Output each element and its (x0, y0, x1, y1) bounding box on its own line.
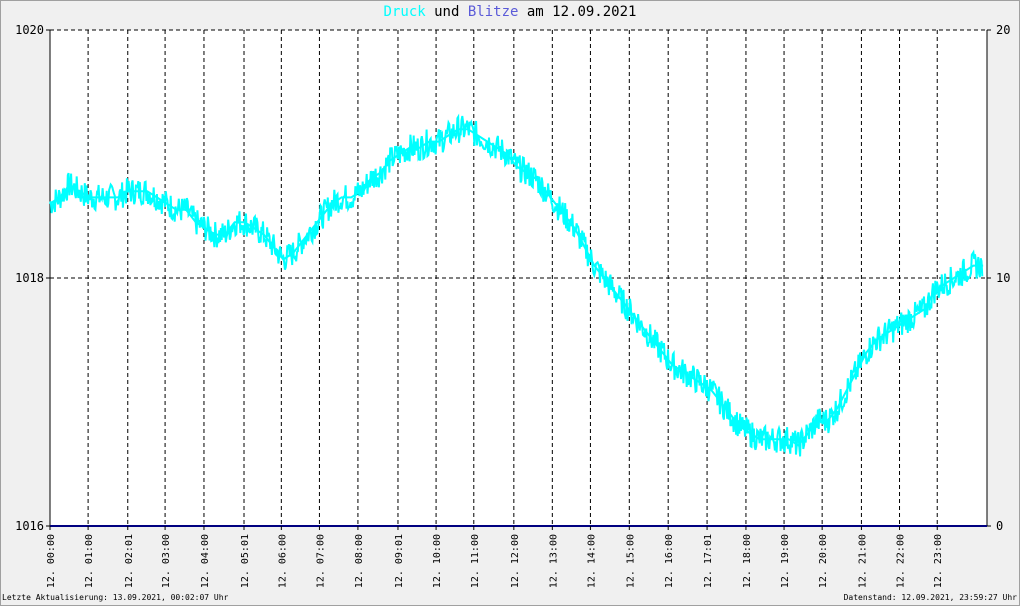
x-tick-label: 12. 10:00 (432, 534, 443, 588)
x-tick-label: 12. 22:00 (896, 534, 907, 588)
x-axis-ticks: 12. 00:00 12. 01:00 12. 02:01 12. 03:00 12. … (46, 526, 944, 588)
left-axis-ticks: 1016 1018 1020 (15, 23, 50, 533)
x-tick-label: 12. 00:00 (46, 534, 57, 588)
x-tick-label: 12. 17:01 (703, 534, 714, 588)
x-tick-label: 12. 02:01 (124, 534, 135, 588)
x-tick-label: 12. 19:00 (780, 534, 791, 588)
x-tick-label: 12. 20:00 (818, 534, 829, 588)
pressure-line-noise (49, 113, 984, 457)
x-tick-label: 12. 08:00 (354, 534, 365, 588)
x-tick-label: 12. 05:01 (240, 534, 251, 588)
right-tick-label: 20 (996, 23, 1010, 37)
last-update-text: Letzte Aktualisierung: 13.09.2021, 00:02… (2, 593, 229, 602)
right-tick-label: 0 (996, 519, 1003, 533)
x-tick-label: 12. 01:00 (84, 534, 95, 588)
x-tick-label: 12. 13:00 (548, 534, 559, 588)
x-tick-label: 12. 12:00 (510, 534, 521, 588)
right-axis-ticks: 0 10 20 (987, 23, 1010, 533)
left-tick-label: 1018 (15, 271, 44, 285)
x-tick-label: 12. 21:00 (857, 534, 868, 588)
chart-title: Druck und Blitze am 12.09.2021 (0, 4, 1020, 20)
x-tick-label: 12. 15:00 (625, 534, 636, 588)
x-tick-label: 12. 11:00 (470, 534, 481, 588)
left-tick-label: 1020 (15, 23, 44, 37)
x-tick-label: 12. 07:00 (315, 534, 326, 588)
pressure-line (49, 128, 984, 447)
title-blitze: Blitze (467, 4, 519, 20)
x-tick-label: 12. 06:00 (277, 534, 288, 588)
title-druck: Druck (383, 4, 426, 20)
data-status-text: Datenstand: 12.09.2021, 23:59:27 Uhr (843, 593, 1017, 602)
x-tick-label: 12. 16:00 (664, 534, 675, 588)
title-und: und (425, 4, 468, 20)
left-tick-label: 1016 (15, 519, 44, 533)
x-tick-label: 12. 03:00 (161, 534, 172, 588)
title-date: am 12.09.2021 (518, 4, 637, 20)
x-tick-label: 12. 14:00 (586, 534, 597, 588)
x-tick-label: 12. 09:01 (394, 534, 405, 588)
x-tick-label: 12. 23:00 (933, 534, 944, 588)
right-tick-label: 10 (996, 271, 1010, 285)
x-tick-label: 12. 18:00 (742, 534, 753, 588)
x-tick-label: 12. 04:00 (200, 534, 211, 588)
pressure-noise-path (49, 113, 984, 457)
